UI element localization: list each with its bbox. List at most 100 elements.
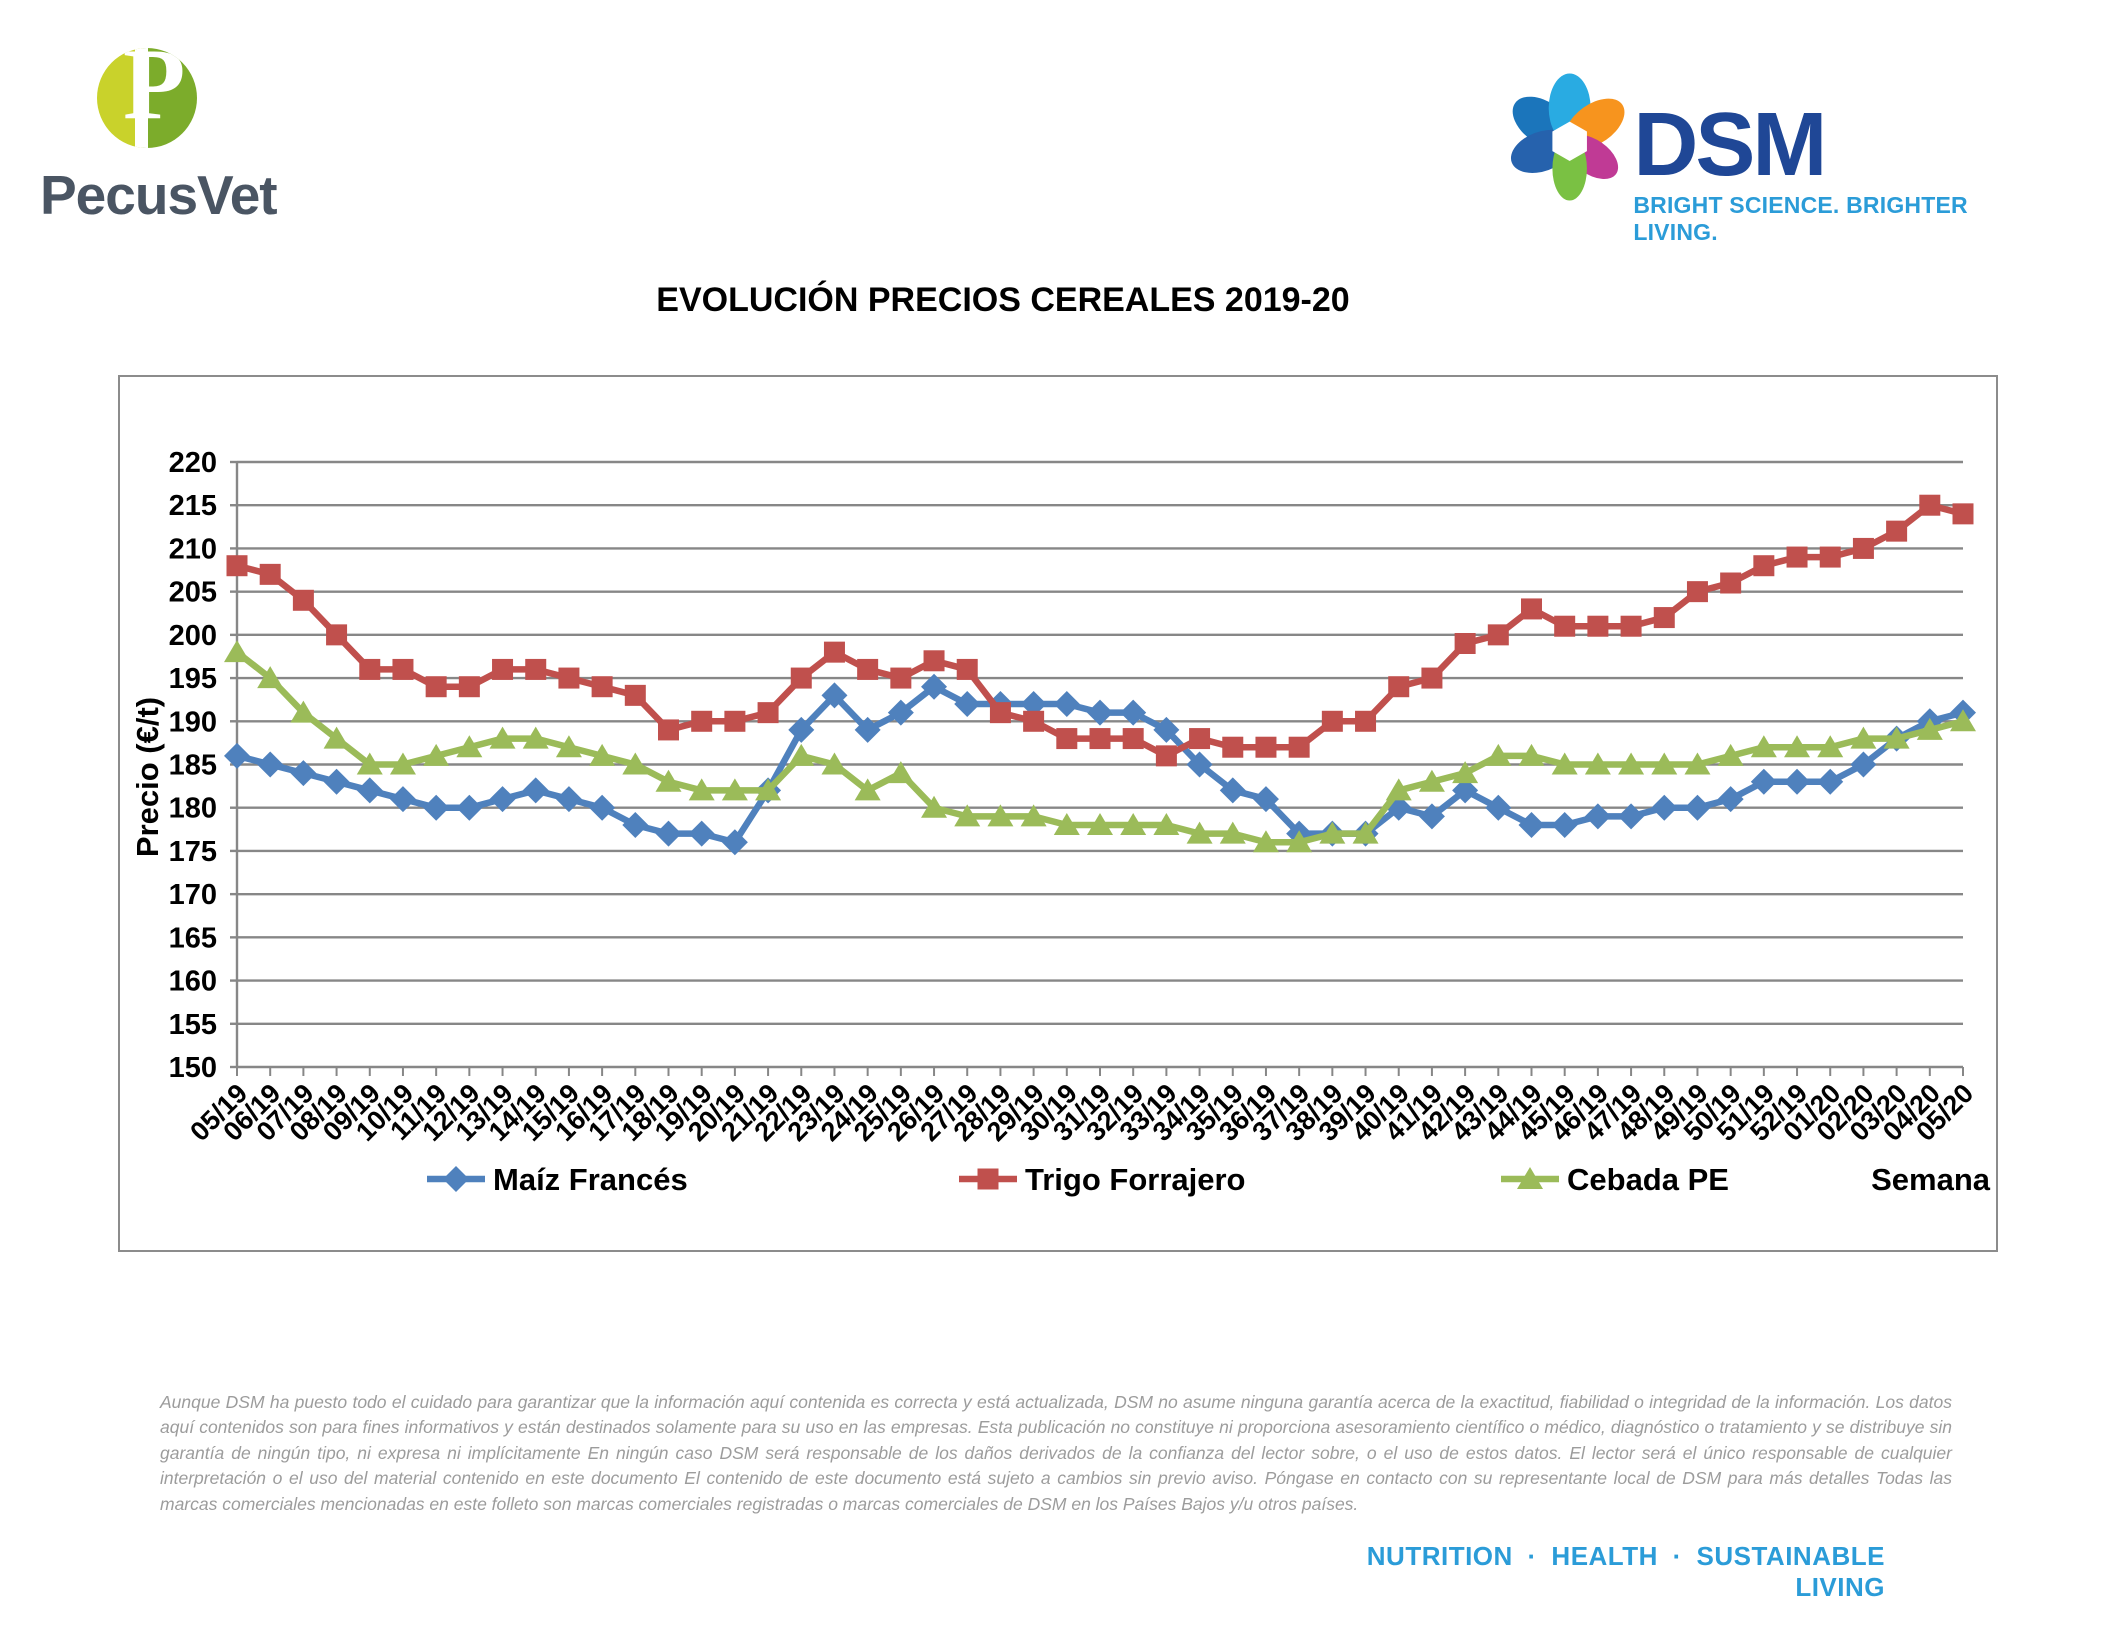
marker-trigo-forrajero <box>226 555 248 577</box>
marker-cebada-pe <box>1452 761 1479 784</box>
marker-trigo-forrajero <box>1952 503 1974 525</box>
y-tick-label: 215 <box>169 490 217 522</box>
marker-maiz-frances <box>1584 803 1611 830</box>
marker-trigo-forrajero <box>259 563 281 585</box>
marker-maiz-frances <box>622 812 649 838</box>
marker-trigo-forrajero <box>1753 555 1775 577</box>
marker-maiz-frances <box>589 794 616 821</box>
marker-trigo-forrajero <box>691 710 713 732</box>
legend-marker-cebada-pe <box>1517 1167 1543 1189</box>
marker-cebada-pe <box>821 752 848 775</box>
marker-maiz-frances <box>1717 786 1744 813</box>
marker-cebada-pe <box>688 778 715 801</box>
marker-cebada-pe <box>721 778 748 801</box>
marker-maiz-frances <box>323 768 350 795</box>
marker-trigo-forrajero <box>1720 572 1742 594</box>
y-tick-label: 190 <box>169 706 217 738</box>
pecusvet-logo-text: PecusVet <box>40 164 278 226</box>
marker-cebada-pe <box>655 769 682 792</box>
marker-cebada-pe <box>1950 709 1976 732</box>
marker-cebada-pe <box>887 761 914 784</box>
marker-trigo-forrajero <box>1620 615 1642 637</box>
marker-maiz-frances <box>1153 716 1180 743</box>
marker-trigo-forrajero <box>624 684 646 706</box>
marker-trigo-forrajero <box>1852 537 1874 559</box>
marker-trigo-forrajero <box>1919 494 1941 516</box>
marker-maiz-frances <box>1750 768 1777 795</box>
marker-trigo-forrajero <box>1819 546 1841 568</box>
legend-label-trigo-forrajero: Trigo Forrajero <box>1025 1162 1245 1197</box>
marker-maiz-frances <box>1485 794 1512 821</box>
marker-trigo-forrajero <box>658 719 679 741</box>
marker-maiz-frances <box>1784 768 1811 795</box>
marker-maiz-frances <box>721 829 748 856</box>
marker-cebada-pe <box>290 700 317 723</box>
marker-trigo-forrajero <box>1587 615 1609 637</box>
marker-trigo-forrajero <box>1886 520 1908 542</box>
marker-trigo-forrajero <box>956 658 978 680</box>
marker-trigo-forrajero <box>1122 728 1144 750</box>
y-tick-label: 185 <box>169 750 217 782</box>
marker-maiz-frances <box>688 820 715 847</box>
marker-cebada-pe <box>1817 735 1844 758</box>
marker-cebada-pe <box>257 666 284 689</box>
pecusvet-logo: P PecusVet <box>40 45 300 230</box>
marker-maiz-frances <box>887 699 914 726</box>
marker-trigo-forrajero <box>1222 736 1244 758</box>
marker-maiz-frances <box>1452 777 1479 804</box>
marker-cebada-pe <box>356 752 383 775</box>
marker-maiz-frances <box>1087 699 1113 726</box>
y-tick-label: 220 <box>169 447 217 479</box>
dsm-swirl-icon <box>1510 73 1625 201</box>
marker-trigo-forrajero <box>1255 736 1277 758</box>
chart-title: EVOLUCIÓN PRECIOS CEREALES 2019-20 <box>656 281 1350 319</box>
dsm-footer-tagline: NUTRITION · HEALTH · SUSTAINABLE LIVING <box>1366 1541 1885 1602</box>
marker-cebada-pe <box>755 778 782 801</box>
marker-cebada-pe <box>788 743 815 766</box>
marker-maiz-frances <box>356 777 383 804</box>
marker-trigo-forrajero <box>1321 710 1343 732</box>
marker-cebada-pe <box>921 795 948 818</box>
legend-label-maiz-frances: Maíz Francés <box>493 1162 688 1197</box>
marker-maiz-frances <box>423 794 450 821</box>
marker-maiz-frances <box>555 786 582 813</box>
pecusvet-logo-icon: P <box>97 48 197 148</box>
marker-trigo-forrajero <box>1653 607 1675 629</box>
price-evolution-chart: 150 155 160 165 170 175 180 185 190 195 200 205 210 2… <box>130 447 1991 1197</box>
marker-cebada-pe <box>1352 821 1379 844</box>
marker-cebada-pe <box>1584 752 1611 775</box>
y-tick-label: 195 <box>169 663 217 695</box>
marker-trigo-forrajero <box>392 658 414 680</box>
y-axis-title: Precio (€/t) <box>130 697 165 857</box>
marker-cebada-pe <box>1020 804 1047 827</box>
marker-cebada-pe <box>954 804 981 827</box>
marker-trigo-forrajero <box>326 624 348 646</box>
legend-marker-maiz-frances <box>443 1166 469 1192</box>
dsm-logo-text: DSM <box>1633 95 1827 195</box>
marker-maiz-frances <box>1020 691 1047 717</box>
dsm-logo-tagline: BRIGHT SCIENCE. BRIGHTER LIVING. <box>1633 192 1968 246</box>
marker-cebada-pe <box>1916 717 1943 740</box>
marker-cebada-pe <box>456 735 483 758</box>
marker-trigo-forrajero <box>757 702 779 724</box>
marker-cebada-pe <box>522 726 549 749</box>
marker-trigo-forrajero <box>1487 624 1509 646</box>
marker-maiz-frances <box>1053 691 1080 717</box>
marker-maiz-frances <box>1219 777 1246 804</box>
y-tick-label: 150 <box>169 1052 217 1084</box>
marker-trigo-forrajero <box>292 589 314 611</box>
marker-trigo-forrajero <box>492 658 514 680</box>
pecusvet-p-monogram: P <box>123 48 186 141</box>
marker-maiz-frances <box>456 794 483 821</box>
marker-trigo-forrajero <box>989 702 1011 724</box>
marker-cebada-pe <box>1286 830 1313 853</box>
chart-area: 150 155 160 165 170 175 180 185 190 195 200 205 210 2… <box>118 375 1998 1252</box>
marker-trigo-forrajero <box>1023 710 1045 732</box>
marker-maiz-frances <box>921 673 948 700</box>
legend-label-cebada-pe: Cebada PE <box>1567 1162 1729 1197</box>
y-tick-label: 210 <box>169 533 217 565</box>
marker-maiz-frances <box>1651 794 1678 821</box>
marker-cebada-pe <box>987 804 1014 827</box>
dsm-hexagon <box>1552 121 1587 162</box>
marker-maiz-frances <box>655 820 682 847</box>
